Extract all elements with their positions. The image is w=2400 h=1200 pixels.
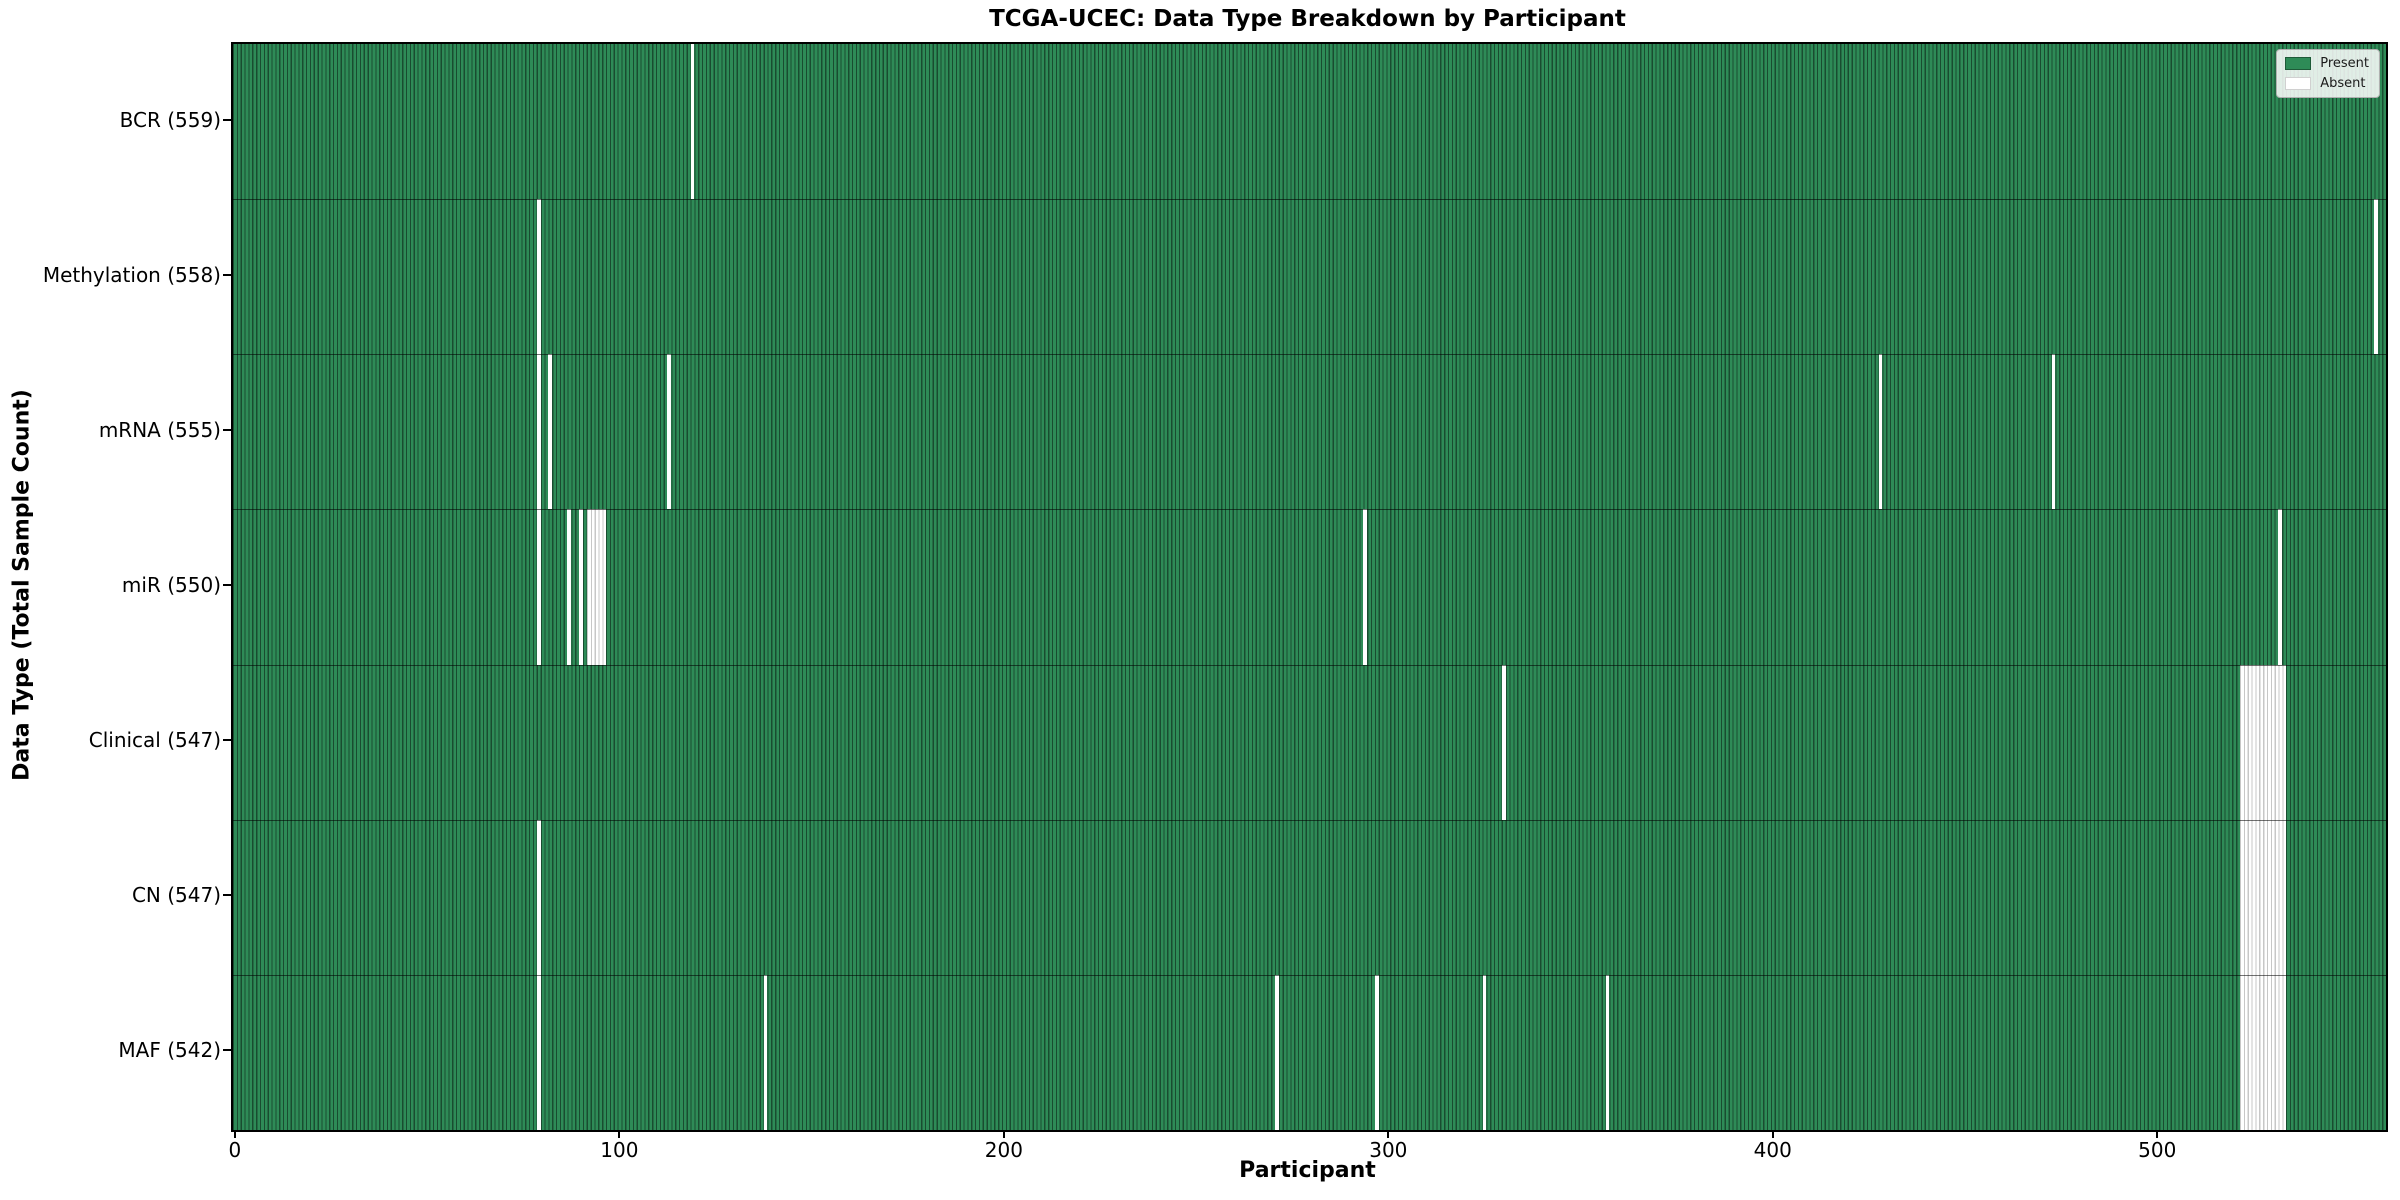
row-bcr [233, 44, 2386, 200]
x-tick-label-300: 300 [1369, 1138, 1408, 1162]
legend-entry-absent: Absent [2285, 76, 2369, 91]
absent-gap-mrna-428 [1878, 354, 1883, 510]
y-tick-label-clinical: Clinical (547) [88, 728, 221, 753]
x-tick-label-200: 200 [984, 1138, 1023, 1162]
absent-gap-mrna-473 [2051, 354, 2056, 510]
absent-gap-maf-79 [536, 974, 541, 1130]
legend-swatch-present [2285, 57, 2312, 70]
x-axis-title: Participant [1239, 1158, 1376, 1183]
absent-gap-maf-357 [1605, 974, 1610, 1130]
x-tick-label-500: 500 [2138, 1138, 2177, 1162]
x-tick-label-0: 0 [228, 1138, 242, 1162]
absent-gap-mir-87 [567, 509, 572, 665]
absent-gap-maf-522 [2239, 974, 2287, 1130]
legend-entry-present: Present [2285, 56, 2369, 71]
absent-gap-methylation-79 [536, 199, 541, 355]
x-tick-mark [1002, 1130, 1005, 1138]
x-tick-mark [1771, 1130, 1774, 1138]
y-tick-label-mir: miR (550) [121, 573, 221, 597]
absent-gap-mir-532 [2278, 509, 2283, 665]
x-tick-mark [1387, 1130, 1390, 1138]
legend-swatch-absent [2285, 77, 2312, 90]
x-tick-mark [233, 1130, 236, 1138]
absent-gap-mrna-113 [667, 354, 672, 510]
absent-gap-mrna-82 [548, 354, 553, 510]
absent-gap-maf-297 [1374, 974, 1379, 1130]
y-tick-label-bcr: BCR (559) [119, 107, 221, 132]
row-divider [233, 199, 2386, 201]
y-tick-mark [223, 273, 231, 276]
absent-gap-mir-294 [1363, 509, 1368, 665]
row-mrna [233, 354, 2386, 510]
row-clinical [233, 664, 2386, 820]
absent-gap-maf-138 [763, 974, 768, 1130]
absent-gap-maf-271 [1274, 974, 1279, 1130]
y-tick-label-methylation: Methylation (558) [42, 262, 221, 287]
x-tick-label-100: 100 [600, 1138, 639, 1162]
y-tick-mark [223, 118, 231, 121]
row-cn [233, 819, 2386, 975]
absent-gap-mrna-79 [536, 354, 541, 510]
absent-gap-clinical-330 [1501, 664, 1506, 820]
absent-gap-maf-325 [1482, 974, 1487, 1130]
y-tick-label-mrna: mRNA (555) [98, 417, 221, 442]
row-maf [233, 974, 2386, 1130]
y-tick-mark [223, 894, 231, 897]
absent-gap-clinical-522 [2239, 664, 2287, 820]
y-tick-mark [223, 584, 231, 586]
y-tick-label-cn: CN (547) [131, 883, 221, 908]
x-tick-mark [2156, 1130, 2159, 1138]
absent-gap-mir-79 [536, 509, 541, 665]
absent-gap-mir-92 [586, 509, 606, 665]
row-divider [233, 354, 2386, 356]
legend: Present Absent [2276, 49, 2380, 98]
legend-label: Present [2320, 56, 2369, 71]
absent-gap-cn-79 [536, 819, 541, 975]
legend-entries: Present Absent [2285, 56, 2369, 91]
y-tick-mark [223, 739, 231, 742]
legend-label: Absent [2320, 76, 2366, 91]
plot-area: Present Absent [231, 42, 2388, 1132]
x-tick-label-400: 400 [1753, 1138, 1792, 1162]
row-divider [233, 664, 2386, 666]
chart-title: TCGA-UCEC: Data Type Breakdown by Partic… [989, 6, 1626, 32]
row-divider [233, 819, 2386, 821]
row-mir [233, 509, 2386, 665]
row-methylation [233, 199, 2386, 355]
row-divider [233, 509, 2386, 511]
absent-gap-cn-522 [2239, 819, 2287, 975]
y-tick-mark [223, 428, 231, 431]
absent-gap-methylation-557 [2374, 199, 2379, 355]
row-divider [233, 974, 2386, 976]
absent-gap-mir-90 [579, 509, 583, 665]
y-tick-label-maf: MAF (542) [118, 1038, 221, 1063]
absent-gap-bcr-119 [690, 44, 695, 200]
y-tick-mark [223, 1049, 231, 1052]
x-tick-mark [618, 1130, 621, 1138]
